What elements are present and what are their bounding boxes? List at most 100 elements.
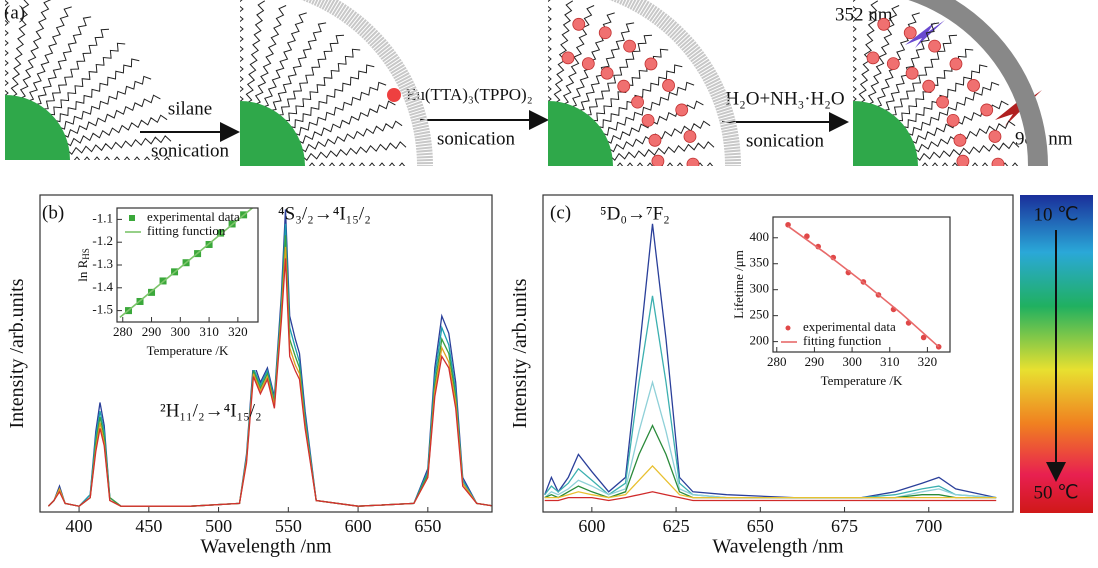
y-axis-label: ln RHS [75, 248, 91, 282]
complex [641, 113, 655, 127]
legend-label: fitting function [803, 333, 882, 348]
series-line [544, 464, 997, 499]
chart: 280 290 300 310 320 200 250 300 350 400 Temperatur… [731, 210, 953, 390]
chain [63, 114, 168, 147]
chain [301, 162, 406, 166]
series-line [544, 423, 997, 499]
complex [561, 51, 575, 65]
y-axis-label: Lifetime /μm [731, 250, 746, 319]
step-text: sonication [151, 140, 230, 161]
annotation: ⁴S₃/₂→⁴I₁₅/₂ [278, 203, 371, 224]
uv-bolt [905, 20, 945, 48]
x-tick-label: 290 [142, 324, 162, 339]
x-tick-label: 400 [66, 516, 93, 536]
core [240, 101, 305, 166]
chain [46, 42, 126, 116]
complex [683, 130, 697, 143]
colorbar-label: 10 ℃ [1033, 204, 1078, 225]
x-tick-label: 320 [918, 354, 938, 369]
inset-background [735, 210, 953, 390]
complex [644, 57, 658, 71]
chain [300, 141, 407, 161]
chain [295, 100, 396, 144]
chain [881, 22, 940, 112]
y-label-sub: HS [81, 248, 91, 260]
complex [949, 57, 963, 71]
x-tick-label: 320 [228, 324, 248, 339]
plot-frame [116, 207, 259, 323]
core [853, 101, 918, 166]
x-tick-label: 500 [205, 516, 232, 536]
x-axis-label: Wavelength /nm [200, 536, 332, 558]
x-tick-label: 300 [842, 354, 862, 369]
plot-frame [542, 194, 1014, 513]
complex [967, 79, 980, 92]
plot [544, 223, 997, 502]
x-tick-label: 675 [831, 516, 858, 536]
complex [866, 51, 880, 65]
step-text: H₂O+NH₃·H₂O [725, 88, 844, 109]
chart: 280 290 300 310 320 -1.1 -1.2 -1.3 -1.4 -1.5 Tempe… [75, 200, 264, 370]
chain [33, 16, 92, 106]
chain [888, 34, 958, 116]
y-tick-label: -1.2 [92, 233, 113, 248]
chain [244, 0, 266, 105]
step-text: silane [168, 98, 212, 119]
panel-label: (a) [4, 2, 25, 23]
chain [65, 135, 172, 155]
chain [25, 6, 72, 103]
x-axis-label: Temperature /K [147, 343, 229, 358]
x-tick-label: 700 [915, 516, 942, 536]
y-tick-label: 200 [750, 333, 770, 348]
x-tick-label: 280 [113, 324, 133, 339]
complex [956, 154, 970, 166]
chain [292, 81, 387, 136]
particle [5, 0, 172, 160]
panel-label: (b) [42, 202, 64, 223]
x-tick-label: 600 [578, 516, 605, 536]
y-tick-label: -1.1 [92, 210, 113, 225]
x-tick-label: 650 [747, 516, 774, 536]
annotation: ²H₁₁/₂→⁴I₁₅/₂ [160, 400, 262, 421]
inset-background [80, 200, 264, 370]
series-line [544, 223, 997, 499]
y-label-text: Intensity /arb.units [509, 278, 531, 428]
complex [662, 79, 675, 92]
annotation: ⁵D₀→⁷F₂ [600, 203, 670, 224]
y-axis-label: Intensity /arb.units [6, 278, 28, 428]
marker [920, 334, 927, 341]
complex [991, 157, 1005, 166]
plot-frame [772, 216, 951, 353]
y-tick-label: 300 [750, 281, 770, 296]
legend-label: fitting function [147, 223, 226, 238]
y-label-text: Lifetime /μm [731, 250, 746, 319]
chain [17, 0, 52, 100]
x-tick-label: 290 [805, 354, 825, 369]
complex [572, 17, 586, 31]
complex [903, 26, 917, 40]
complex [648, 133, 662, 147]
chain [60, 94, 161, 138]
chain [57, 75, 152, 130]
complex [905, 66, 919, 80]
legend-label: experimental data [147, 209, 240, 224]
chain [9, 0, 30, 99]
y-label-text: Intensity /arb.units [6, 278, 28, 428]
chain [275, 34, 345, 116]
complex [980, 103, 994, 117]
chain [268, 22, 327, 112]
x-tick-label: 600 [345, 516, 372, 536]
x-tick-label: 310 [199, 324, 219, 339]
y-tick-label: 350 [750, 255, 770, 270]
chain [281, 48, 361, 122]
complex [600, 66, 614, 80]
complex [617, 79, 631, 93]
legend-marker [785, 325, 791, 331]
legend-marker [129, 215, 135, 221]
core [5, 95, 70, 160]
core [548, 101, 613, 166]
series-line [787, 225, 940, 348]
marker [785, 221, 791, 228]
series-line [119, 208, 254, 319]
